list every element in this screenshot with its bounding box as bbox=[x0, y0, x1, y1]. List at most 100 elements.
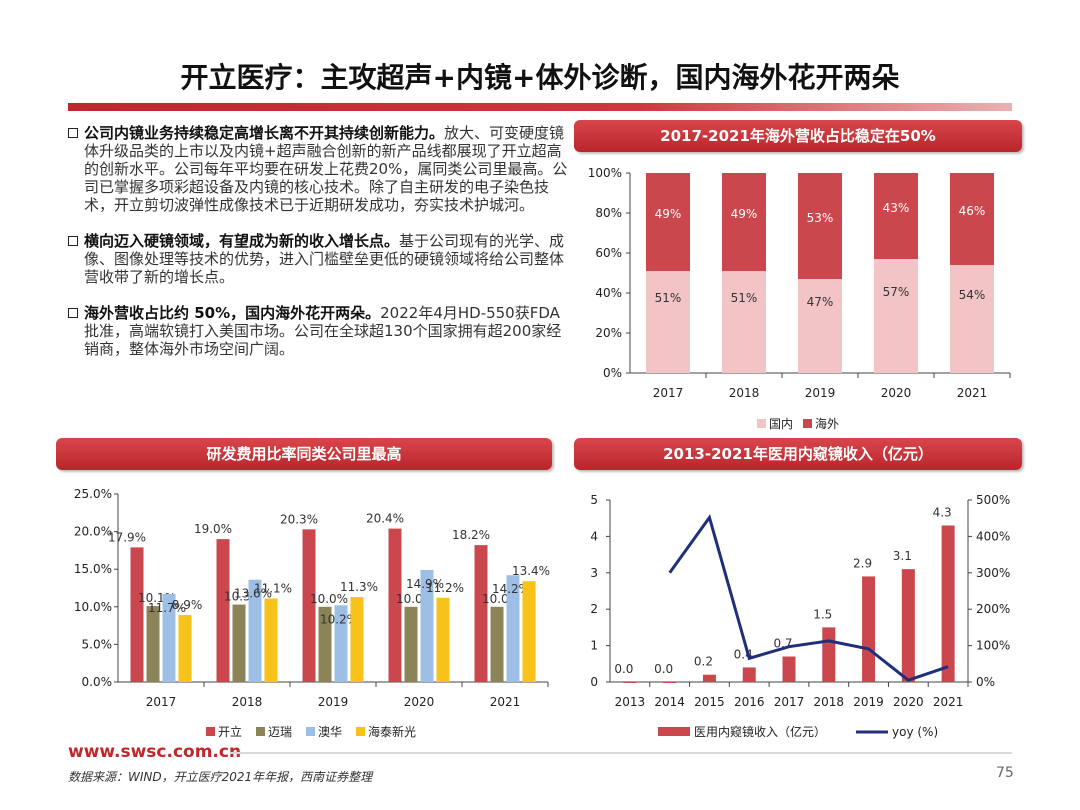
title-underline bbox=[68, 103, 1012, 111]
data-label: 20.4% bbox=[366, 512, 404, 526]
data-label-domestic: 57% bbox=[883, 285, 910, 299]
bar-overseas bbox=[798, 173, 842, 279]
x-tick-label: 2017 bbox=[653, 386, 684, 400]
data-label-revenue: 3.1 bbox=[893, 549, 912, 563]
data-label-overseas: 49% bbox=[655, 207, 682, 221]
x-tick-label: 2019 bbox=[853, 695, 884, 709]
bar-1 bbox=[232, 604, 246, 682]
data-label-domestic: 54% bbox=[959, 288, 986, 302]
legend-label: 迈瑞 bbox=[268, 725, 292, 739]
chart-rd-ratio: 0.0%5.0%10.0%15.0%20.0%25.0%17.9%10.1%11… bbox=[74, 487, 550, 739]
data-label-overseas: 53% bbox=[807, 211, 834, 225]
y-tick-label: 80% bbox=[595, 206, 622, 220]
y-tick-label-left: 1 bbox=[590, 639, 598, 653]
x-tick-label: 2014 bbox=[654, 695, 685, 709]
legend-label: 医用内窥镜收入（亿元） bbox=[694, 724, 826, 739]
x-tick-label: 2017 bbox=[146, 695, 177, 709]
data-label-domestic: 47% bbox=[807, 295, 834, 309]
data-label: 13.6% bbox=[234, 587, 272, 601]
y-tick-label: 0% bbox=[603, 366, 622, 380]
data-label: 13.4% bbox=[512, 564, 550, 578]
data-label-revenue: 0.0 bbox=[614, 662, 633, 676]
bullet-text: 2022年4月HD-550获FDA批准，高端软镜打入美国市场。公司在全球超130… bbox=[84, 304, 562, 358]
bar-2 bbox=[420, 569, 434, 682]
legend-label: 澳华 bbox=[318, 725, 342, 739]
legend-label: 海外 bbox=[815, 416, 839, 431]
bar-revenue bbox=[742, 667, 756, 682]
data-label: 18.2% bbox=[452, 528, 490, 542]
data-label: 8.9% bbox=[172, 598, 203, 612]
bar-3 bbox=[436, 597, 450, 682]
bar-2 bbox=[506, 575, 520, 682]
data-label-overseas: 46% bbox=[959, 204, 986, 218]
data-label-domestic: 51% bbox=[731, 291, 758, 305]
y-tick-label: 25.0% bbox=[74, 487, 112, 501]
data-label: 11.7% bbox=[148, 601, 186, 615]
y-tick-label: 100% bbox=[588, 166, 622, 180]
bullet-heading: 公司内镜业务持续稳定高增长离不开其持续创新能力。 bbox=[84, 124, 445, 142]
bar-revenue bbox=[623, 682, 637, 683]
bar-3 bbox=[178, 615, 192, 682]
bar-overseas bbox=[722, 173, 766, 271]
chart1-title-banner: 2017-2021年海外营收占比稳定在50% bbox=[574, 120, 1022, 152]
bar-overseas bbox=[646, 173, 690, 271]
bullet-text: 放大、可变硬度镜体升级品类的上市以及内镜+超声融合创新的新产品线都展现了开立超高… bbox=[84, 124, 568, 214]
y-tick-label: 0.0% bbox=[82, 675, 113, 689]
data-label-domestic: 51% bbox=[655, 291, 682, 305]
bar-3 bbox=[350, 597, 364, 682]
data-label-overseas: 43% bbox=[883, 201, 910, 215]
bar-1 bbox=[146, 606, 160, 682]
bullet-heading: 横向迈入硬镜领域，有望成为新的收入增长点。 bbox=[84, 232, 400, 250]
y-tick-label: 60% bbox=[595, 246, 622, 260]
legend-label: 开立 bbox=[218, 724, 242, 739]
chart-endoscope-revenue: 0 1 2 3 4 5 0% 100% 200% 300% 400% 500% 0.0 2013 0.0 20… bbox=[590, 493, 1010, 739]
data-label: 11.2% bbox=[426, 581, 464, 595]
checkbox-bullet-icon bbox=[68, 128, 78, 138]
y-tick-label-left: 2 bbox=[590, 602, 598, 616]
legend-label: 海泰新光 bbox=[368, 724, 416, 739]
data-label: 20.3% bbox=[280, 512, 318, 526]
bar-domestic bbox=[798, 279, 842, 373]
bar-0 bbox=[130, 547, 144, 682]
bar-1 bbox=[490, 606, 504, 682]
y-tick-label-right: 100% bbox=[976, 639, 1010, 653]
data-label-revenue: 4.3 bbox=[933, 505, 952, 519]
bar-2 bbox=[334, 605, 348, 682]
x-tick-label: 2017 bbox=[774, 695, 805, 709]
legend-swatch bbox=[206, 727, 215, 736]
checkbox-bullet-icon bbox=[68, 308, 78, 318]
x-tick-label: 2020 bbox=[404, 695, 435, 709]
bar-3 bbox=[522, 581, 536, 682]
chart-overseas-share: 0% 20% 40% 60% 80% 100% 51% 49% 2017 51% 49% 2018 47… bbox=[588, 166, 1011, 431]
data-label: 14.9% bbox=[406, 577, 444, 591]
footer-url-link[interactable]: www.swsc.com.cn bbox=[68, 742, 242, 762]
x-tick-label: 2015 bbox=[694, 695, 725, 709]
page-title: 开立医疗：主攻超声+内镜+体外诊断，国内海外花开两朵 bbox=[180, 61, 900, 94]
x-tick-label: 2020 bbox=[881, 386, 912, 400]
data-label-revenue: 0.2 bbox=[694, 655, 713, 669]
data-label: 11.1% bbox=[254, 582, 292, 596]
bar-revenue bbox=[782, 656, 796, 682]
x-tick-label: 2019 bbox=[805, 386, 836, 400]
bar-domestic bbox=[646, 271, 690, 373]
y-tick-label: 10.0% bbox=[74, 600, 112, 614]
data-source-note: 数据来源：WIND，开立医疗2021年年报，西南证券整理 bbox=[68, 770, 373, 784]
footer-divider bbox=[230, 752, 1012, 754]
bar-1 bbox=[404, 606, 418, 682]
bar-revenue bbox=[822, 627, 836, 682]
legend-swatch bbox=[658, 727, 690, 736]
y-tick-label: 5.0% bbox=[82, 637, 113, 651]
bar-domestic bbox=[874, 259, 918, 373]
bar-domestic bbox=[722, 271, 766, 373]
data-label-revenue: 2.9 bbox=[853, 556, 872, 570]
y-tick-label-left: 5 bbox=[590, 493, 598, 507]
y-tick-label-left: 3 bbox=[590, 566, 598, 580]
y-tick-label-right: 200% bbox=[976, 602, 1010, 616]
y-tick-label-left: 4 bbox=[590, 529, 598, 543]
data-label-revenue: 0.0 bbox=[654, 662, 673, 676]
y-tick-label: 20.0% bbox=[74, 525, 112, 539]
y-tick-label-left: 0 bbox=[590, 675, 598, 689]
bullet-list: 公司内镜业务持续稳定高增长离不开其持续创新能力。放大、可变硬度镜体升级品类的上市… bbox=[68, 124, 568, 376]
data-label: 19.0% bbox=[194, 522, 232, 536]
x-tick-label: 2020 bbox=[893, 695, 924, 709]
